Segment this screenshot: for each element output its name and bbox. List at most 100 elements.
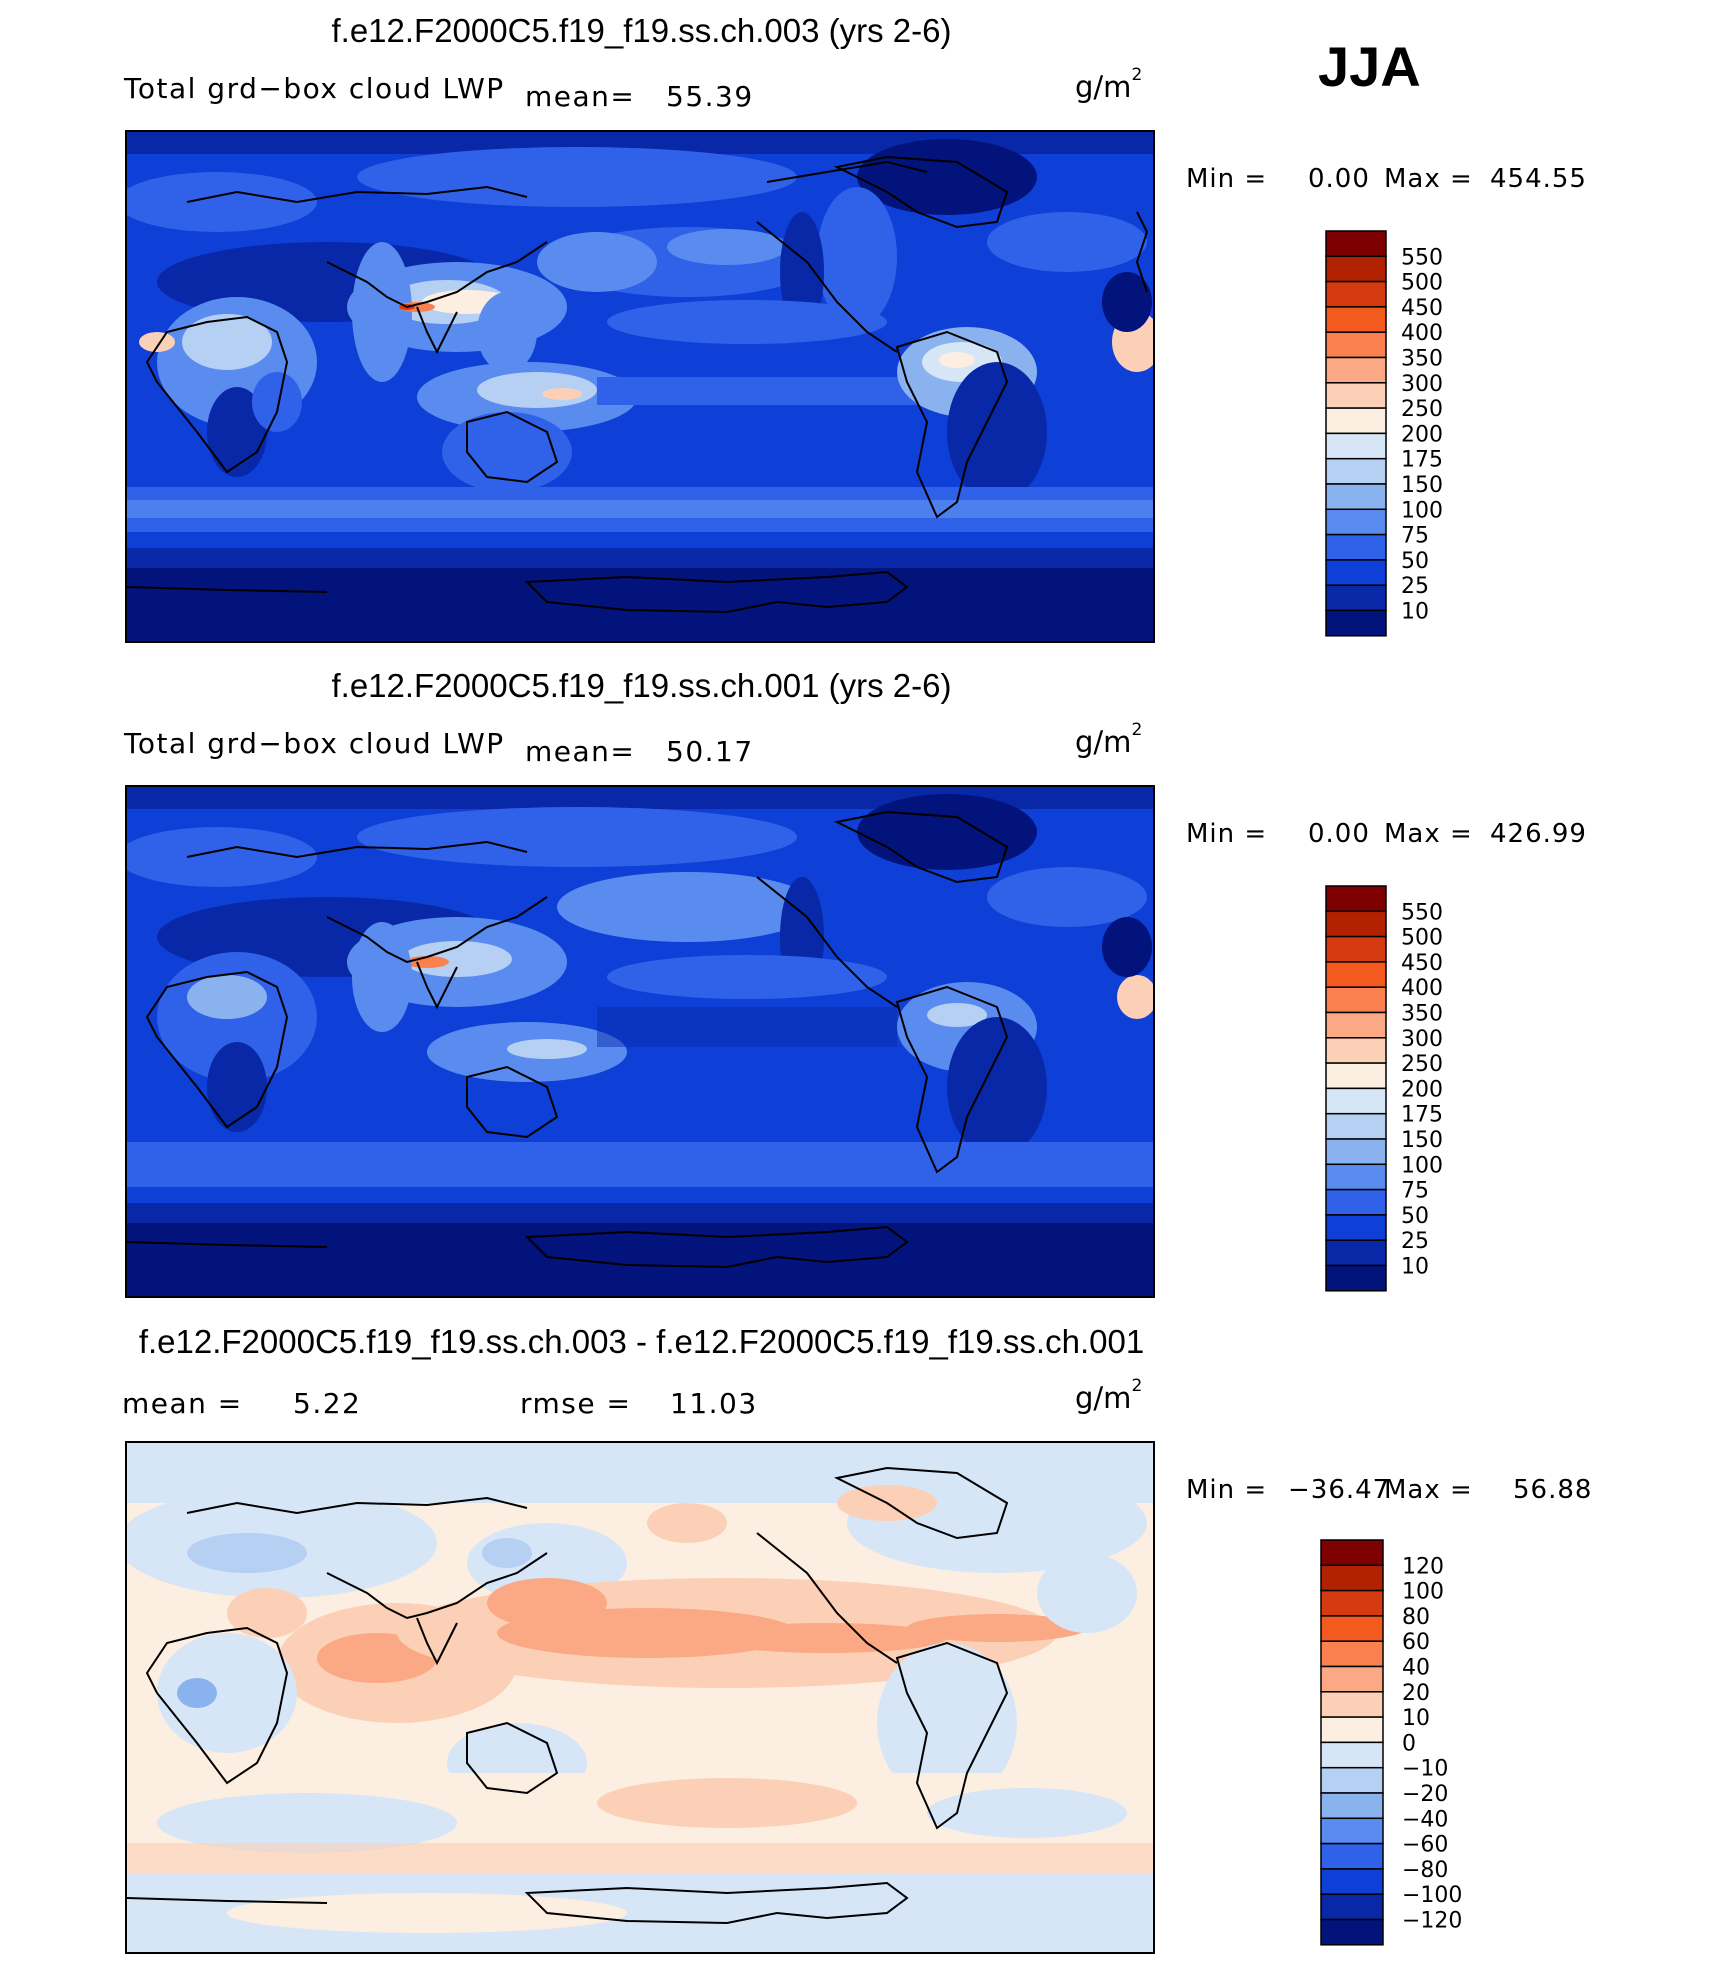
colorbar-tick-label: 175 — [1401, 448, 1443, 473]
colorbar-swatch — [1325, 356, 1387, 384]
colorbar-tick-label: 350 — [1401, 347, 1443, 372]
colorbar-tick-label: 250 — [1401, 397, 1443, 422]
map-plot — [125, 130, 1155, 643]
colorbar-tick-label: −60 — [1402, 1833, 1448, 1858]
min-label: Min = — [1186, 819, 1268, 849]
rmse-value: 11.03 — [670, 1387, 758, 1420]
colorbar-tick-label: 75 — [1401, 524, 1429, 549]
colorbar-swatch — [1325, 1239, 1387, 1267]
min-value: 0.00 — [1308, 819, 1370, 849]
season-label: JJA — [1318, 35, 1421, 98]
panel-model-001: f.e12.F2000C5.f19_f19.ss.ch.001 (yrs 2-6… — [0, 655, 1710, 1311]
colorbar-tick-label: 40 — [1402, 1656, 1430, 1681]
colorbar-swatch — [1320, 1842, 1384, 1870]
panel-model-003: f.e12.F2000C5.f19_f19.ss.ch.003 (yrs 2-6… — [0, 0, 1710, 655]
colorbar-swatch — [1325, 1037, 1387, 1064]
colorbar-tick-label: 75 — [1401, 1179, 1429, 1204]
units-label: g/m2 — [1075, 65, 1143, 104]
mean-label: mean = — [122, 1387, 243, 1420]
max-label: Max = — [1384, 1475, 1473, 1505]
colorbar-tick-label: 350 — [1401, 1002, 1443, 1027]
colorbar-swatch — [1325, 885, 1387, 913]
colorbar-swatch — [1325, 407, 1387, 435]
colorbar-tick-label: 400 — [1401, 976, 1443, 1001]
colorbar-tick-label: 50 — [1401, 549, 1429, 574]
max-value: 454.55 — [1490, 164, 1587, 194]
colorbar-tick-label: 10 — [1402, 1706, 1430, 1731]
colorbar-swatch — [1325, 559, 1387, 586]
colorbar-tick-label: 250 — [1401, 1052, 1443, 1077]
colorbar-swatch — [1325, 1138, 1387, 1166]
colorbar-swatch — [1325, 910, 1387, 938]
colorbar-swatch — [1320, 1640, 1384, 1668]
colorbar-swatch — [1320, 1766, 1384, 1794]
colorbar-tick-label: 500 — [1401, 271, 1443, 296]
min-label: Min = — [1186, 164, 1268, 194]
colorbar-swatch — [1320, 1792, 1384, 1820]
colorbar-tick-label: 100 — [1401, 1153, 1443, 1178]
colorbar-swatch — [1320, 1741, 1384, 1769]
mean-value: 50.17 — [666, 735, 754, 768]
panel-title: f.e12.F2000C5.f19_f19.ss.ch.003 (yrs 2-6… — [331, 12, 952, 49]
colorbar-swatch — [1325, 1264, 1387, 1292]
colorbar-tick-label: 120 — [1402, 1554, 1444, 1579]
map-plot — [125, 1441, 1155, 1954]
colorbar-tick-label: 100 — [1402, 1580, 1444, 1605]
colorbar-tick-label: 450 — [1401, 951, 1443, 976]
colorbar-tick-label: −100 — [1402, 1883, 1462, 1908]
colorbar-swatch — [1325, 432, 1387, 460]
colorbar-swatch — [1320, 1564, 1384, 1592]
colorbar-tick-label: 450 — [1401, 296, 1443, 321]
colorbar-swatch — [1320, 1589, 1384, 1617]
colorbar-swatch — [1320, 1918, 1384, 1946]
map-plot — [125, 785, 1155, 1298]
colorbar-tick-label: 80 — [1402, 1605, 1430, 1630]
rmse-label: rmse = — [520, 1387, 632, 1420]
panel-difference: f.e12.F2000C5.f19_f19.ss.ch.003 - f.e12.… — [0, 1311, 1710, 1969]
colorbar-tick-label: −80 — [1402, 1858, 1448, 1883]
colorbar-swatch — [1325, 483, 1387, 511]
colorbar-swatch — [1325, 382, 1387, 409]
colorbar-swatch — [1320, 1665, 1384, 1693]
colorbar-tick-label: 10 — [1401, 1255, 1429, 1280]
max-value: 426.99 — [1490, 819, 1587, 849]
colorbar-swatch — [1320, 1716, 1384, 1744]
colorbar-swatch — [1325, 986, 1387, 1014]
colorbar-swatch — [1325, 584, 1387, 612]
colorbar-swatch — [1325, 1062, 1387, 1090]
colorbar-tick-label: 60 — [1402, 1630, 1430, 1655]
mean-value: 55.39 — [666, 80, 754, 113]
colorbar-swatch — [1325, 508, 1387, 536]
colorbar-tick-label: −10 — [1402, 1757, 1448, 1782]
colorbar-swatch — [1325, 609, 1387, 637]
colorbar-swatch — [1320, 1615, 1384, 1642]
units-label: g/m2 — [1075, 1376, 1143, 1415]
colorbar-swatch — [1325, 1087, 1387, 1115]
colorbar-tick-label: 500 — [1401, 926, 1443, 951]
colorbar-tick-label: 550 — [1401, 245, 1443, 270]
colorbar-tick-label: 550 — [1401, 900, 1443, 925]
mean-label: mean= — [525, 735, 636, 768]
panel-title: f.e12.F2000C5.f19_f19.ss.ch.003 - f.e12.… — [138, 1323, 1145, 1360]
colorbar-swatch — [1320, 1539, 1384, 1567]
colorbar-swatch — [1325, 306, 1387, 333]
colorbar: 120 100 80 60 40 20 10 0 −10 −20 −40 −60 −80 −100 −120 — [1320, 1539, 1490, 1949]
colorbar-tick-label: 400 — [1401, 321, 1443, 346]
colorbar-tick-label: 25 — [1401, 574, 1429, 599]
min-value: −36.47 — [1288, 1475, 1391, 1505]
max-label: Max = — [1384, 164, 1473, 194]
variable-label: Total grd−box cloud LWP — [124, 72, 505, 105]
panel-title: f.e12.F2000C5.f19_f19.ss.ch.001 (yrs 2-6… — [331, 667, 952, 704]
colorbar: 550 500 450 400 350 300 250 200 175 150 100 75 50 25 1… — [1325, 885, 1485, 1292]
colorbar-tick-label: 20 — [1402, 1681, 1430, 1706]
mean-value: 5.22 — [293, 1387, 362, 1420]
colorbar-tick-label: 10 — [1401, 600, 1429, 625]
colorbar-tick-label: 150 — [1401, 473, 1443, 498]
colorbar-tick-label: 300 — [1401, 1027, 1443, 1052]
colorbar-tick-label: 200 — [1401, 422, 1443, 447]
colorbar-swatch — [1325, 457, 1387, 485]
colorbar-tick-label: 0 — [1402, 1731, 1416, 1756]
colorbar-swatch — [1320, 1868, 1384, 1895]
min-value: 0.00 — [1308, 164, 1370, 194]
colorbar-tick-label: 150 — [1401, 1128, 1443, 1153]
